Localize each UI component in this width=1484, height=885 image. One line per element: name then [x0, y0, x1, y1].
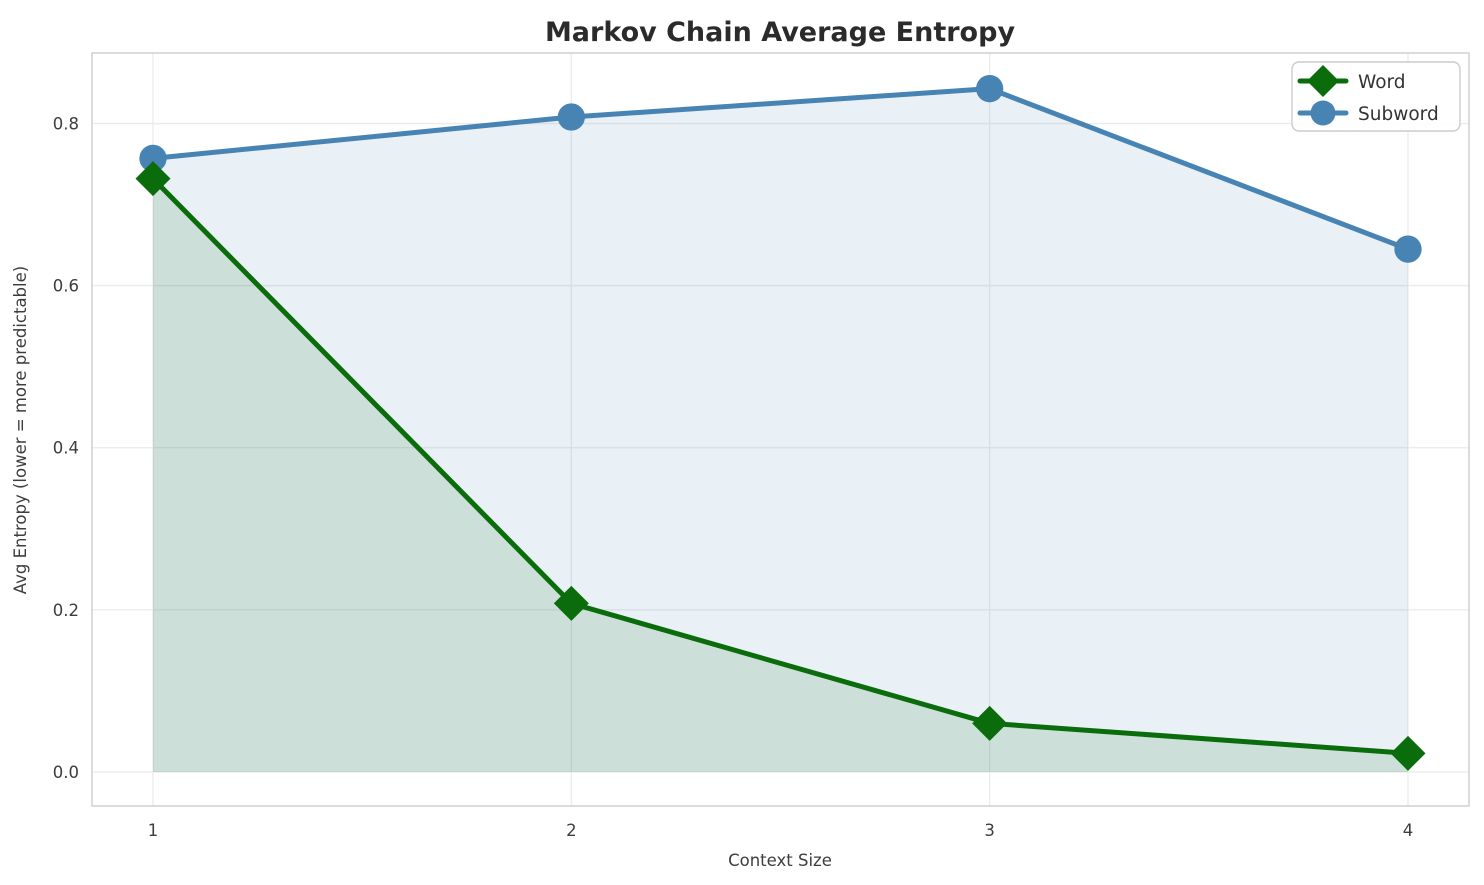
series-lines-and-markers: [135, 75, 1426, 771]
y-tick-label: 0.6: [53, 277, 79, 296]
marker-diamond-word: [972, 705, 1008, 741]
marker-circle-subword: [976, 75, 1004, 103]
series-fill-areas: [153, 88, 1408, 772]
legend: Word Subword: [1291, 61, 1461, 132]
y-tick-label: 0.0: [53, 763, 79, 782]
x-tick-label: 4: [1403, 821, 1414, 840]
area-subword: [153, 88, 1408, 772]
area-word: [153, 178, 1408, 772]
line-word: [150, 176, 1411, 756]
x-axis-label: Context Size: [728, 851, 832, 870]
x-tick-label: 1: [148, 821, 159, 840]
x-tick-label: 3: [984, 821, 995, 840]
legend-label-word: Word: [1358, 72, 1406, 93]
marker-circle-subword: [557, 103, 585, 131]
legend-circle-icon: [1310, 100, 1336, 126]
plot-border: [91, 52, 1470, 807]
marker-diamond-word: [553, 585, 589, 621]
tick-labels: 0.0 0.2 0.4 0.6 0.8 1 2 3 4: [53, 115, 1414, 840]
chart-title: Markov Chain Average Entropy: [545, 17, 1016, 48]
y-tick-label: 0.4: [53, 439, 79, 458]
marker-circle-subword: [1394, 235, 1422, 263]
x-tick-label: 2: [566, 821, 577, 840]
y-tick-label: 0.2: [53, 601, 79, 620]
legend-diamond-icon: [1307, 65, 1339, 97]
y-tick-label: 0.8: [53, 115, 79, 134]
legend-label-subword: Subword: [1358, 104, 1439, 125]
marker-circle-subword: [139, 144, 167, 173]
line-subword: [150, 86, 1411, 252]
marker-diamond-word: [135, 161, 171, 197]
y-axis-label: Avg Entropy (lower = more predictable): [11, 266, 30, 594]
marker-diamond-word: [1390, 735, 1426, 771]
